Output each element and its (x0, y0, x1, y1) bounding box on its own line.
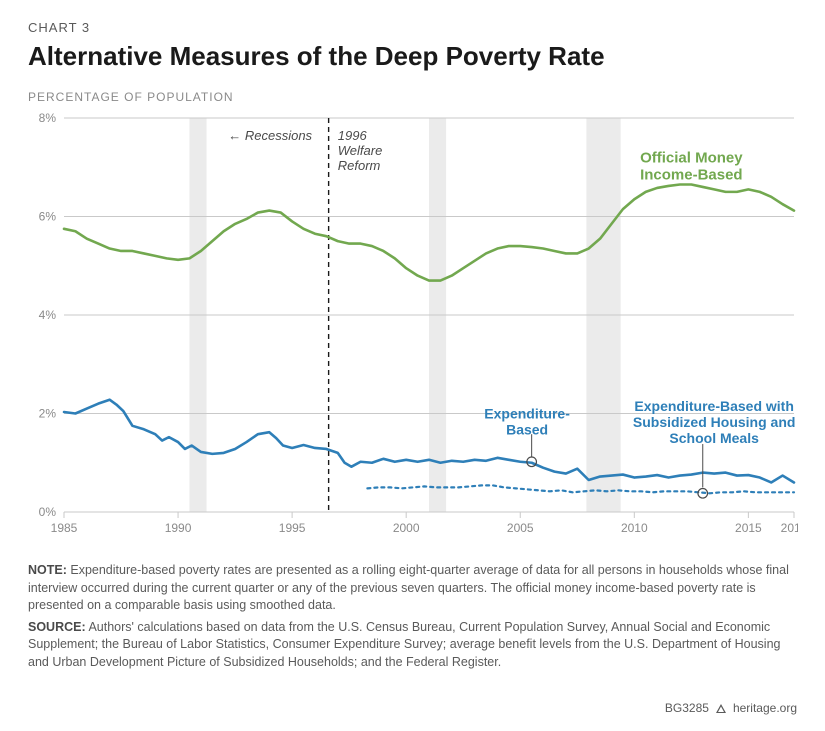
source-label: SOURCE: (28, 620, 86, 634)
svg-text:2015: 2015 (735, 521, 762, 535)
svg-text:Reform: Reform (338, 158, 381, 173)
footer-site: heritage.org (733, 701, 797, 715)
svg-text:1995: 1995 (279, 521, 306, 535)
svg-text:1996: 1996 (338, 128, 368, 143)
chart-number-label: CHART 3 (28, 20, 797, 35)
svg-text:Welfare: Welfare (338, 143, 383, 158)
chart-svg: 0% 2% 4% 6% 8% 1985 1990 1995 2000 2005 2010 2015 20… (28, 112, 798, 542)
svg-text:Official Money: Official Money (640, 149, 743, 166)
bell-icon (715, 703, 727, 713)
svg-text:0%: 0% (39, 505, 57, 519)
svg-text:Subsidized Housing and: Subsidized Housing and (633, 414, 796, 430)
svg-text:8%: 8% (39, 112, 57, 125)
svg-text:1985: 1985 (51, 521, 78, 535)
source-paragraph: SOURCE: Authors' calculations based on d… (28, 619, 797, 672)
svg-text:2017: 2017 (781, 521, 798, 535)
svg-text:4%: 4% (39, 308, 57, 322)
chart-title: Alternative Measures of the Deep Poverty… (28, 41, 797, 72)
svg-text:School Meals: School Meals (669, 430, 759, 446)
svg-text:1990: 1990 (165, 521, 192, 535)
svg-text:2005: 2005 (507, 521, 534, 535)
svg-text:Expenditure-: Expenditure- (484, 405, 570, 421)
svg-text:Income-Based: Income-Based (640, 166, 743, 183)
svg-text:6%: 6% (39, 210, 57, 224)
source-text: Authors' calculations based on data from… (28, 620, 780, 669)
note-text: Expenditure-based poverty rates are pres… (28, 563, 789, 612)
footer-id: BG3285 (665, 701, 709, 715)
chart-notes: NOTE: Expenditure-based poverty rates ar… (28, 562, 797, 671)
svg-text:← Recessions: ← Recessions (228, 128, 312, 143)
svg-text:2000: 2000 (393, 521, 420, 535)
svg-text:2%: 2% (39, 407, 57, 421)
footer-attribution: BG3285 heritage.org (665, 701, 797, 715)
note-label: NOTE: (28, 563, 67, 577)
y-axis-label: PERCENTAGE OF POPULATION (28, 90, 797, 104)
note-paragraph: NOTE: Expenditure-based poverty rates ar… (28, 562, 797, 615)
svg-text:2010: 2010 (621, 521, 648, 535)
line-chart: 0% 2% 4% 6% 8% 1985 1990 1995 2000 2005 2010 2015 20… (28, 112, 798, 542)
svg-text:Based: Based (506, 421, 548, 437)
svg-text:Expenditure-Based with: Expenditure-Based with (634, 398, 793, 414)
